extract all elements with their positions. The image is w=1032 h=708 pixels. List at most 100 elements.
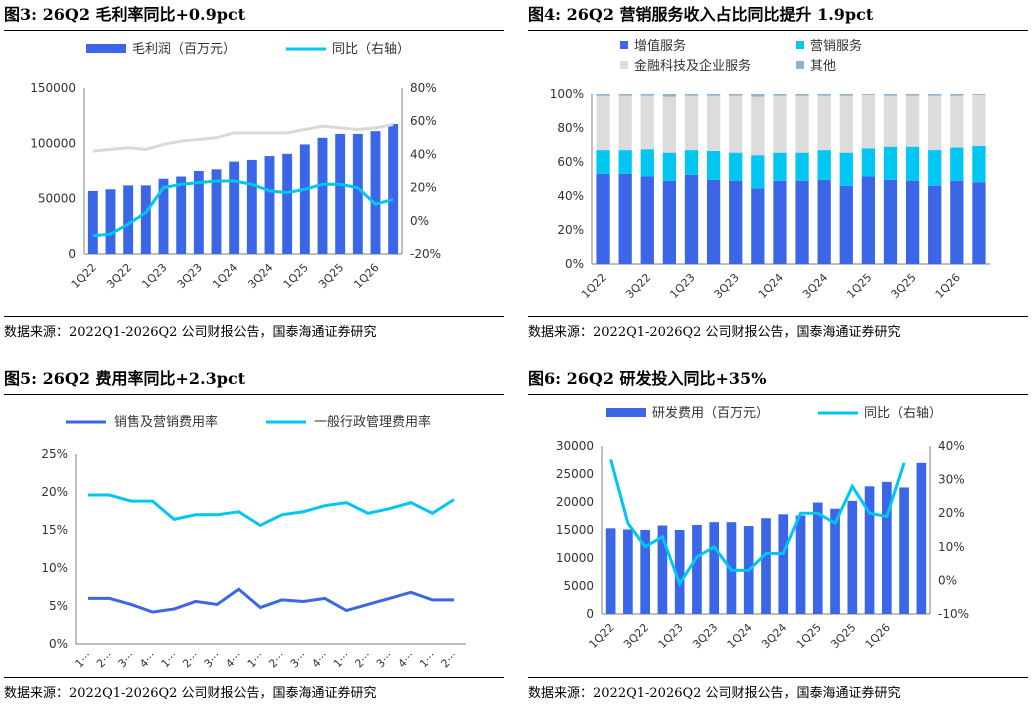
- stacked-bar-segment: [817, 95, 831, 151]
- stacked-bar-segment: [839, 185, 853, 264]
- y-tick-label: 40%: [557, 189, 584, 203]
- stacked-bar-segment: [795, 95, 809, 153]
- stacked-bar-segment: [883, 94, 898, 96]
- stacked-bar-segment: [596, 95, 610, 151]
- stacked-bar-segment: [618, 173, 632, 264]
- stacked-bar-segment: [706, 95, 721, 151]
- bar: [388, 123, 399, 254]
- stacked-bar-segment: [596, 94, 610, 96]
- bar: [692, 524, 702, 614]
- y-tick-label-right: 30%: [938, 473, 965, 487]
- x-tick-label: 1Q23: [656, 621, 686, 651]
- x-tick-label: 2···: [266, 649, 288, 671]
- x-tick-label: 3Q24: [245, 261, 275, 291]
- bar: [882, 481, 892, 614]
- legend-label: 销售及营销费用率: [114, 414, 218, 430]
- stacked-bar-segment: [928, 150, 942, 186]
- y-tick-label-right: 20%: [938, 506, 965, 520]
- y-tick-label: 0%: [565, 257, 584, 271]
- x-tick-label: 3···: [374, 649, 396, 671]
- legend-label: 增值服务: [634, 38, 686, 54]
- x-tick-label: 1Q24: [756, 271, 786, 301]
- legend-swatch-bar: [86, 44, 126, 53]
- x-tick-label: 3Q22: [104, 261, 134, 291]
- chart-title: 图4: 26Q2 营销服务收入占比同比提升 1.9pct: [528, 5, 874, 24]
- stacked-bar-segment: [883, 179, 898, 264]
- x-tick-label: 2···: [352, 649, 374, 671]
- stacked-bar-segment: [928, 95, 942, 151]
- x-tick-label: 3Q24: [800, 271, 830, 301]
- y-tick-label-right: 10%: [938, 540, 965, 554]
- y-tick-label: 20%: [557, 223, 584, 237]
- bar: [317, 137, 328, 254]
- x-tick-label: 1···: [417, 649, 439, 671]
- bar: [812, 502, 823, 614]
- bar: [605, 528, 616, 614]
- stacked-bar-segment: [950, 95, 964, 148]
- bar: [623, 529, 633, 614]
- stacked-bar-segment: [905, 95, 920, 147]
- x-tick-label: 1Q25: [844, 271, 874, 301]
- y-tick-label: 80%: [557, 121, 584, 135]
- stacked-bar-segment: [795, 152, 809, 181]
- x-tick-label: 3Q22: [623, 271, 653, 301]
- chart-title: 图5: 26Q2 费用率同比+2.3pct: [4, 369, 246, 388]
- y-tick-label: 10000: [556, 551, 594, 565]
- x-tick-label: 3Q23: [175, 261, 205, 291]
- bar: [246, 159, 257, 254]
- stacked-bar-segment: [905, 146, 920, 181]
- bar: [674, 530, 685, 614]
- panel-gross-profit: 图3: 26Q2 毛利率同比+0.9pct 毛利润（百万元） 同比（右轴） 0 500…: [4, 4, 504, 346]
- stacked-bar-segment: [773, 94, 787, 96]
- line-series: [88, 587, 454, 614]
- y-tick-label: 5000: [563, 579, 594, 593]
- y-tick-label-right: 60%: [410, 114, 437, 128]
- stacked-bar-segment: [596, 173, 610, 264]
- stacked-bar-segment: [751, 155, 765, 189]
- stacked-bar-segment: [751, 188, 765, 264]
- y-tick-label: 30000: [556, 439, 594, 453]
- y-tick-label-right: -20%: [410, 247, 441, 261]
- chart-title: 图6: 26Q2 研发投入同比+35%: [528, 369, 767, 388]
- title-divider: [528, 394, 1028, 395]
- title-divider: [4, 30, 504, 31]
- y-tick-label: 150000: [30, 81, 76, 95]
- line-series-gray: [92, 123, 394, 153]
- bar: [830, 508, 840, 614]
- stacked-bar-segment: [839, 152, 853, 186]
- data-source: 数据来源：2022Q1-2026Q2 公司财报公告，国泰海通证券研究: [4, 686, 377, 701]
- y-tick-label-right: 40%: [410, 147, 437, 161]
- stacked-bar-segment: [729, 180, 743, 264]
- legend-label: 营销服务: [810, 38, 862, 54]
- panel-rd-expense: 图6: 26Q2 研发投入同比+35% 研发费用（百万元） 同比（右轴） 0 5000…: [528, 368, 1028, 708]
- y-tick-label: 15000: [556, 523, 594, 537]
- y-tick-label: 0: [68, 247, 76, 261]
- bar: [140, 185, 151, 254]
- stacked-bar-segment: [950, 147, 964, 181]
- stacked-bar-segment: [817, 94, 831, 96]
- x-tick-label: 1Q22: [587, 621, 617, 651]
- stacked-bar-segment: [905, 94, 920, 96]
- stacked-bar-segment: [751, 96, 765, 156]
- x-tick-label: 3Q23: [690, 621, 720, 651]
- y-tick-label: 20000: [556, 495, 594, 509]
- y-tick-label: 15%: [41, 523, 68, 537]
- y-tick-label: 60%: [557, 155, 584, 169]
- stacked-bar-segment: [773, 95, 787, 153]
- bar: [795, 515, 806, 614]
- y-tick-label-right: 40%: [938, 439, 965, 453]
- title-divider: [4, 394, 504, 395]
- panel-revenue-mix: 图4: 26Q2 营销服务收入占比同比提升 1.9pct 增值服务 营销服务 金融科…: [528, 4, 1028, 346]
- x-tick-label: 1Q26: [351, 261, 381, 291]
- stacked-bar-segment: [928, 94, 942, 96]
- title-divider: [528, 30, 1028, 31]
- bar: [87, 190, 98, 254]
- bar: [899, 487, 909, 614]
- legend-swatch: [796, 41, 804, 49]
- bar: [847, 500, 858, 614]
- data-source: 数据来源：2022Q1-2026Q2 公司财报公告，国泰海通证券研究: [4, 325, 377, 340]
- y-tick-label: 5%: [49, 599, 68, 613]
- x-tick-label: 1···: [245, 649, 267, 671]
- y-tick-label-right: 0%: [410, 214, 429, 228]
- bar: [176, 176, 187, 254]
